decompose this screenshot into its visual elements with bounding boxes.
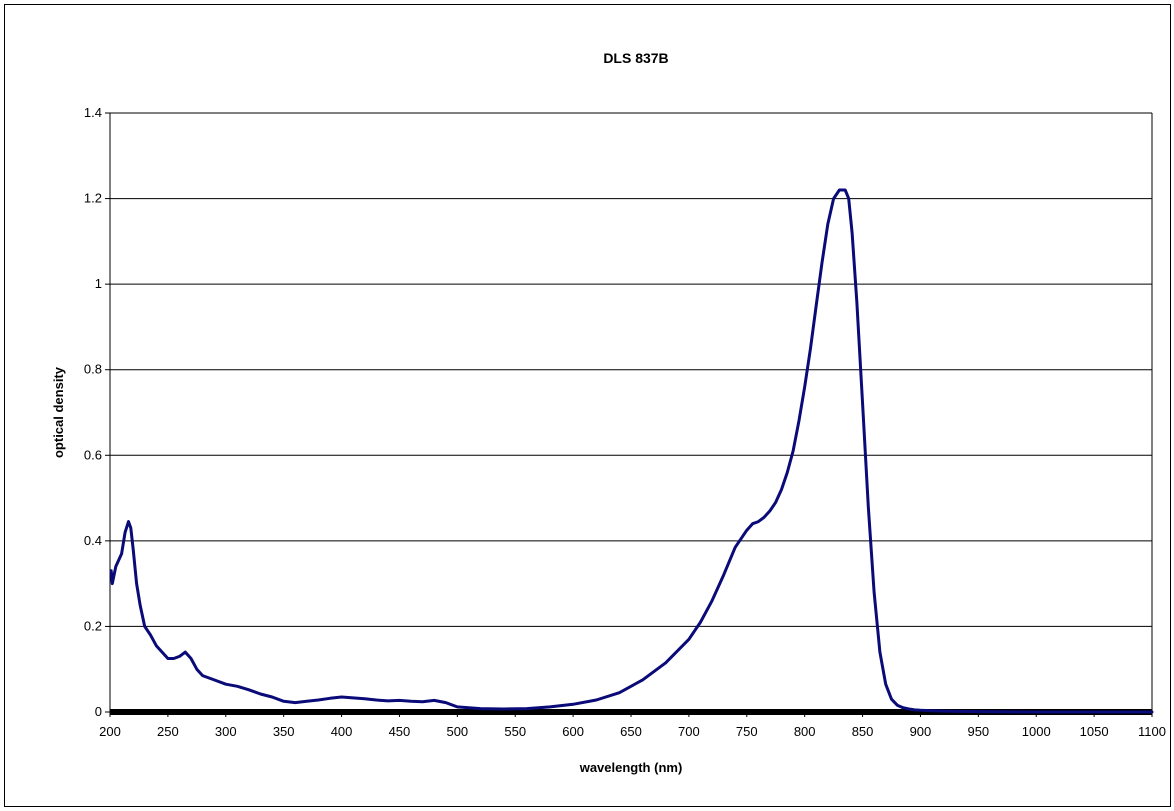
y-tick-label: 1	[95, 276, 102, 291]
x-tick-label: 350	[273, 724, 295, 739]
x-tick-label: 250	[157, 724, 179, 739]
y-tick-label: 0.6	[84, 447, 102, 462]
x-tick-label: 500	[446, 724, 468, 739]
x-tick-label: 700	[678, 724, 700, 739]
x-tick-label: 650	[620, 724, 642, 739]
x-tick-label: 450	[389, 724, 411, 739]
x-tick-label: 750	[736, 724, 758, 739]
x-tick-label: 400	[331, 724, 353, 739]
y-tick-label: 1.2	[84, 191, 102, 206]
x-tick-label: 850	[852, 724, 874, 739]
x-tick-label: 550	[504, 724, 526, 739]
x-tick-label: 950	[967, 724, 989, 739]
y-axis-title: optical density	[51, 366, 66, 458]
series-line	[109, 188, 1154, 714]
x-tick-label: 1000	[1022, 724, 1051, 739]
x-tick-label: 200	[99, 724, 121, 739]
x-tick-label: 900	[910, 724, 932, 739]
y-tick-label: 1.4	[84, 105, 102, 120]
y-tick-label: 0.4	[84, 533, 102, 548]
x-tick-label: 600	[562, 724, 584, 739]
x-axis-title: wavelength (nm)	[579, 760, 683, 775]
x-tick-label: 1050	[1080, 724, 1109, 739]
x-tick-label: 1100	[1138, 724, 1166, 739]
y-tick-label: 0	[95, 704, 102, 719]
y-tick-label: 0.8	[84, 362, 102, 377]
chart-title: DLS 837B	[603, 50, 668, 66]
x-tick-label: 800	[794, 724, 816, 739]
x-tick-label: 300	[215, 724, 237, 739]
y-tick-label: 0.2	[84, 618, 102, 633]
